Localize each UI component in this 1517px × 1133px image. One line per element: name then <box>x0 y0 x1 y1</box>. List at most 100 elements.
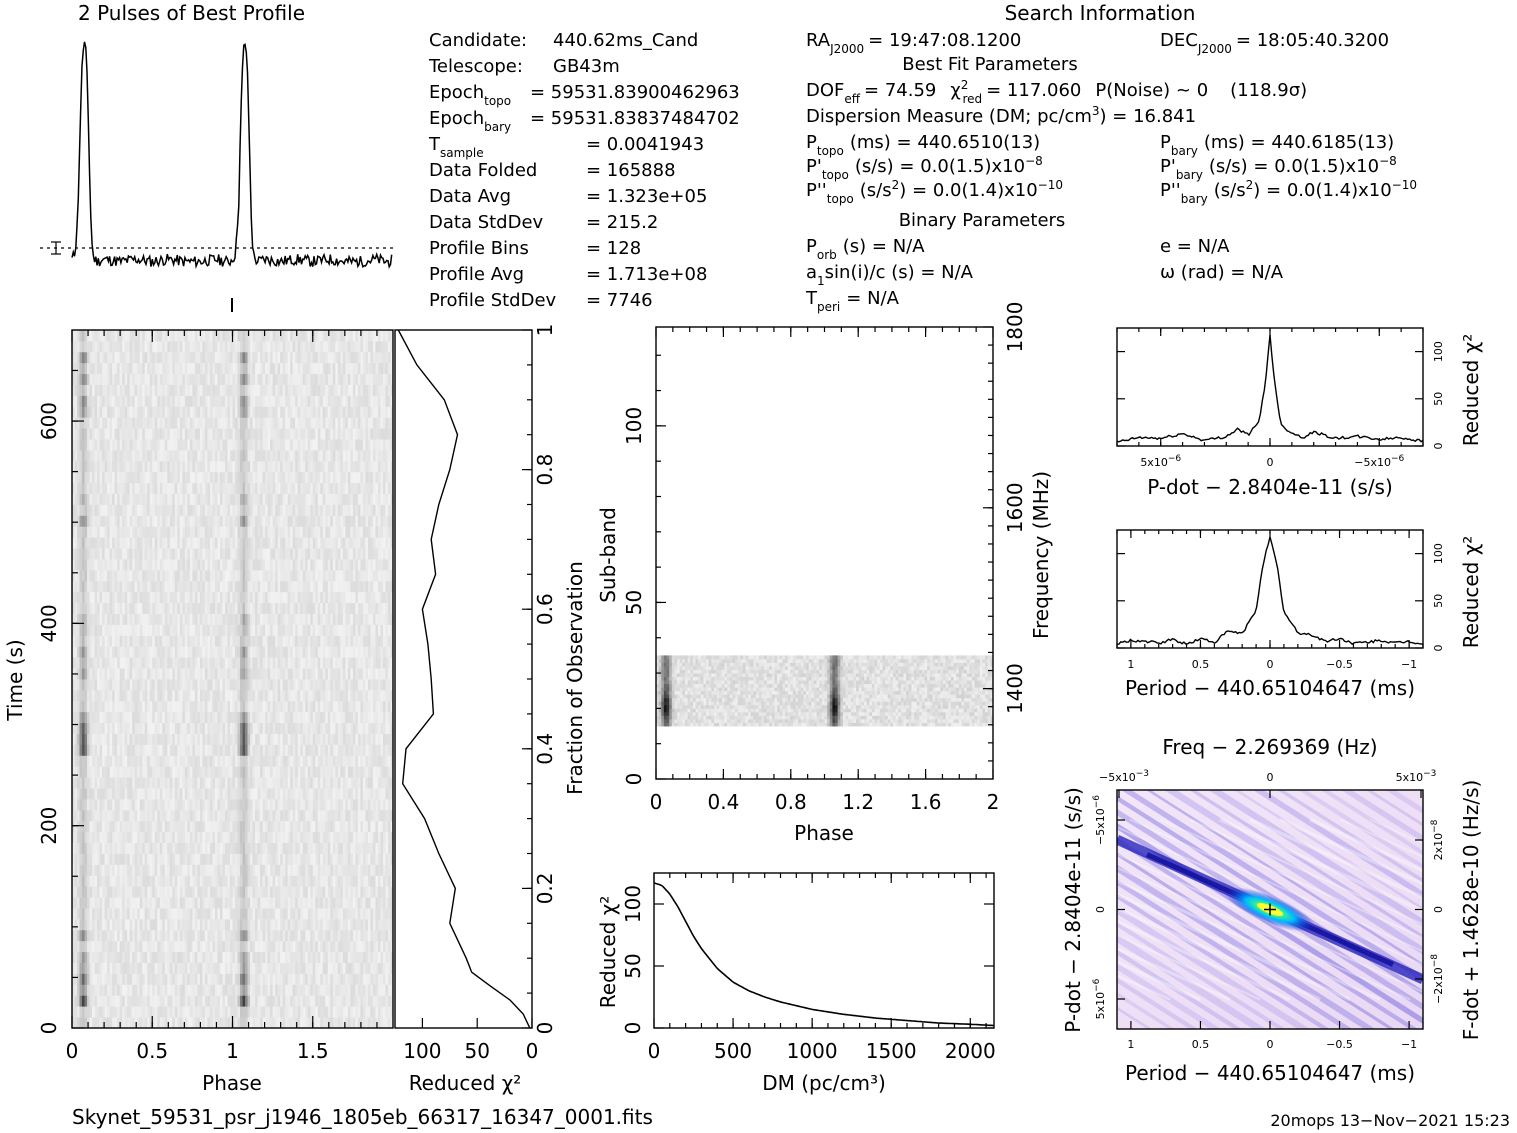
time-phase-pixel <box>285 875 289 887</box>
time-phase-pixel <box>102 897 105 909</box>
time-phase-pixel <box>202 788 206 800</box>
time-phase-pixel <box>167 657 171 669</box>
time-phase-pixel <box>305 940 309 953</box>
time-phase-pixel <box>102 831 105 843</box>
time-phase-pixel <box>159 722 163 734</box>
time-phase-pixel <box>377 624 381 636</box>
time-phase-pixel <box>232 929 236 942</box>
time-phase-pixel <box>337 973 341 985</box>
time-phase-pixel <box>340 929 344 942</box>
time-phase-pixel <box>357 1017 361 1028</box>
time-phase-pixel <box>245 788 248 800</box>
time-phase-pixel <box>109 624 113 636</box>
time-phase-pixel <box>87 711 90 724</box>
time-phase-pixel <box>72 940 75 953</box>
time-phase-pixel <box>144 973 148 985</box>
time-phase-pixel <box>287 809 291 822</box>
time-phase-pixel <box>224 820 228 833</box>
time-phase-pixel <box>347 766 351 778</box>
time-phase-pixel <box>154 973 158 985</box>
time-phase-pixel <box>367 820 371 833</box>
time-phase-pixel <box>219 995 223 1007</box>
profile-plot <box>40 41 395 312</box>
best-fit-block: RAJ2000 = 19:47:08.1200 DECJ2000 = 18:05:4… <box>805 30 1417 314</box>
time-phase-pixel <box>172 657 176 669</box>
time-phase-pixel <box>305 864 309 876</box>
time-phase-pixel <box>159 962 163 974</box>
time-phase-pixel <box>277 1017 281 1028</box>
time-phase-pixel <box>129 831 133 843</box>
time-phase-pixel <box>362 831 366 843</box>
time-phase-pixel <box>325 951 329 963</box>
time-phase-pixel <box>365 711 369 724</box>
time-phase-pixel <box>322 929 326 942</box>
time-phase-pixel <box>144 886 148 898</box>
time-phase-pixel <box>104 995 108 1007</box>
time-phase-pixel <box>382 766 386 778</box>
time-phase-pixel <box>295 646 299 658</box>
time-phase-pixel <box>167 864 171 876</box>
time-phase-pixel <box>307 613 311 625</box>
time-phase-pixel <box>267 798 271 811</box>
time-phase-pixel <box>380 613 384 625</box>
time-phase-pixel <box>222 929 226 942</box>
time-phase-pixel <box>227 689 231 702</box>
time-phase-image <box>72 330 393 1028</box>
time-phase-pixel <box>189 1017 193 1028</box>
time-phase-pixel <box>159 744 163 756</box>
time-phase-pixel <box>375 886 379 898</box>
time-phase-pixel <box>79 951 83 963</box>
time-phase-pixel <box>179 853 183 865</box>
time-phase-pixel <box>277 668 281 680</box>
time-phase-pixel <box>350 624 354 636</box>
time-phase-pixel <box>347 733 351 745</box>
time-phase-pixel <box>107 1006 111 1018</box>
time-phase-pixel <box>212 984 216 996</box>
time-phase-pixel <box>380 700 384 713</box>
time-phase-pixel <box>84 842 88 854</box>
time-phase-pixel <box>320 842 324 854</box>
time-phase-pixel <box>222 602 226 614</box>
time-phase-pixel <box>227 853 231 865</box>
time-phase-pixel <box>144 995 148 1007</box>
time-phase-pixel <box>109 733 113 745</box>
time-phase-pixel <box>240 951 243 963</box>
time-phase-pixel <box>335 918 339 931</box>
time-phase-pixel <box>107 1017 111 1028</box>
time-phase-pixel <box>169 700 173 713</box>
time-phase-pixel <box>179 929 183 942</box>
time-phase-pixel <box>189 918 193 931</box>
time-phase-pixel <box>227 918 231 931</box>
time-phase-pixel <box>127 962 131 974</box>
time-phase-pixel <box>92 733 95 745</box>
time-phase-pixel <box>327 897 331 909</box>
time-phase-pixel <box>255 831 258 843</box>
time-phase-pixel <box>307 886 311 898</box>
time-phase-pixel <box>272 984 276 996</box>
time-phase-pixel <box>152 886 156 898</box>
time-phase-pixel <box>322 1006 326 1018</box>
time-phase-pixel <box>167 602 171 614</box>
time-phase-pixel <box>137 624 141 636</box>
time-phase-pixel <box>367 668 371 680</box>
time-phase-pixel <box>142 613 146 625</box>
time-phase-pixel <box>365 624 369 636</box>
time-phase-pixel <box>169 929 173 942</box>
time-phase-pixel <box>367 908 371 920</box>
time-phase-pixel <box>159 777 163 789</box>
time-phase-pixel <box>387 984 391 996</box>
time-phase-pixel <box>157 918 161 931</box>
time-phase-pixel <box>245 908 248 920</box>
time-phase-pixel <box>362 886 366 898</box>
time-phase-pixel <box>172 646 176 658</box>
time-phase-pixel <box>187 777 191 789</box>
time-phase-pixel <box>107 668 111 680</box>
time-phase-pixel <box>172 962 176 974</box>
time-phase-pixel <box>280 711 284 724</box>
time-phase-pixel <box>197 711 201 724</box>
time-phase-pixel <box>310 635 314 647</box>
time-phase-pixel <box>365 940 369 953</box>
time-phase-pixel <box>365 700 369 713</box>
time-phase-pixel <box>102 842 105 854</box>
time-phase-pixel <box>132 995 136 1007</box>
